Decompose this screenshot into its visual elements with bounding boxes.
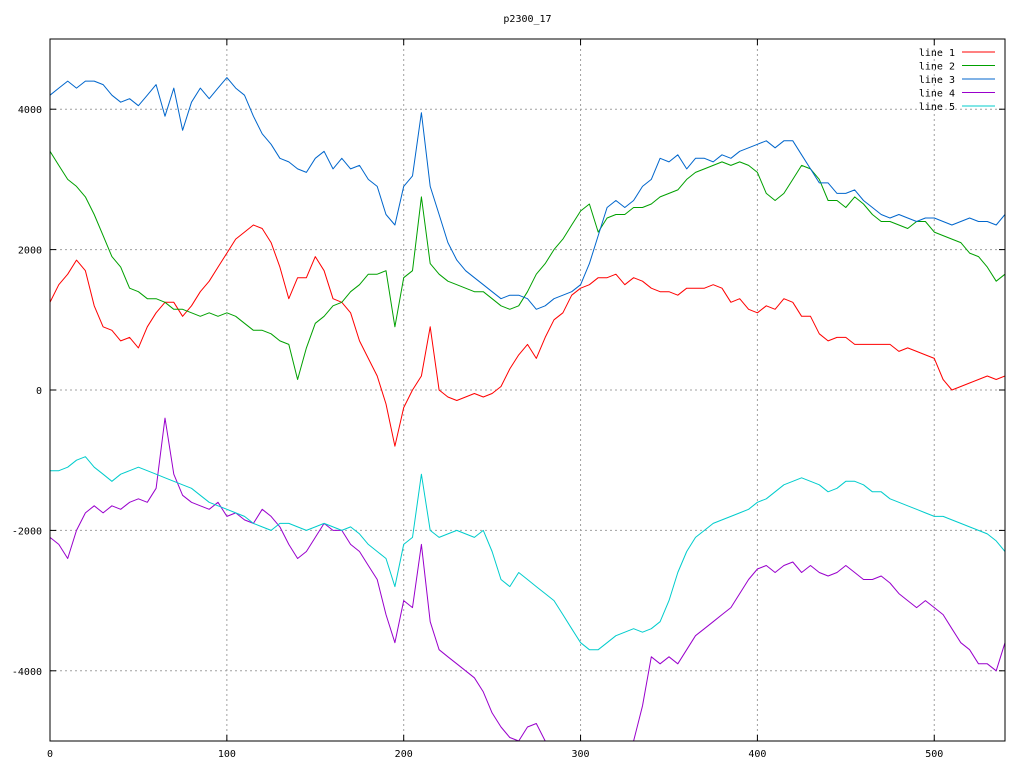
legend-label-3: line 3 [919, 75, 955, 86]
x-tick-label: 500 [925, 749, 943, 760]
y-tick-label: 0 [36, 386, 42, 397]
x-tick-label: 100 [218, 749, 236, 760]
series-line-4 [50, 417, 1005, 741]
series-line-5 [50, 456, 1005, 651]
series-line-1 [50, 224, 1005, 447]
legend-label-2: line 2 [919, 62, 955, 73]
series-line-3 [50, 77, 1005, 310]
legend-label-4: line 4 [919, 89, 955, 100]
legend-label-1: line 1 [919, 48, 955, 59]
chart-title: p2300_17 [503, 14, 551, 25]
x-tick-label: 0 [47, 749, 53, 760]
series-group [50, 77, 1005, 741]
x-tick-label: 300 [572, 749, 590, 760]
y-tick-label: 4000 [18, 105, 42, 116]
series-line-2 [50, 151, 1005, 380]
x-tick-label: 400 [748, 749, 766, 760]
y-tick-label: -2000 [12, 526, 42, 537]
legend-label-5: line 5 [919, 102, 955, 113]
x-tick-label: 200 [395, 749, 413, 760]
grid-lines [50, 39, 1005, 741]
axis-ticks: 0 100 200 300 400 500 -4000 -2000 0 2000 4000 [12, 39, 1005, 760]
y-tick-label: -4000 [12, 667, 42, 678]
legend: line 1 line 2 line 3 line 4 line 5 [919, 48, 995, 113]
y-tick-label: 2000 [18, 246, 42, 257]
